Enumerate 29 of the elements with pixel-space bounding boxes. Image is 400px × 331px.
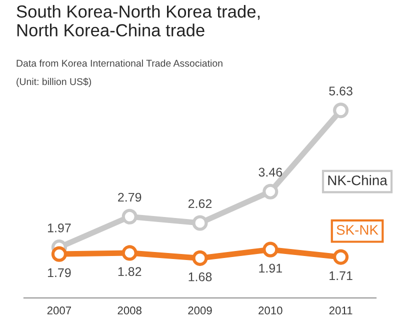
point [192,250,208,266]
data-label: 1.91 [259,264,282,273]
data-label: 1.71 [330,271,352,280]
x-tick-label: 2007 [47,306,71,314]
series-label: SK-NK [336,224,378,235]
data-label: 1.82 [118,267,142,276]
data-label: 2.62 [188,199,212,208]
x-tick-label: 2008 [118,306,142,314]
text: Data from Korea International Trade Association [16,60,222,67]
chart-title: South Korea-North Korea trade, North Korea-China trade [16,4,260,36]
point [262,184,278,200]
x-tick-label: 2009 [188,306,212,314]
point [122,245,138,261]
data-label: 3.46 [258,168,282,177]
data-label: 1.68 [188,272,212,282]
data-label: 2.79 [118,192,142,202]
x-tick-label: 2010 [258,306,282,314]
point [192,215,208,231]
point [333,249,349,265]
data-label: 5.63 [329,86,352,96]
data-label: 1.79 [48,268,71,278]
point [122,208,138,224]
text: NK-China [328,175,388,186]
point [333,102,349,118]
point [262,242,278,258]
text: (Unit: billion US$) [16,78,92,87]
data-label: 1.97 [48,224,71,232]
point [51,246,67,262]
x-tick-label: 2011 [329,306,352,314]
